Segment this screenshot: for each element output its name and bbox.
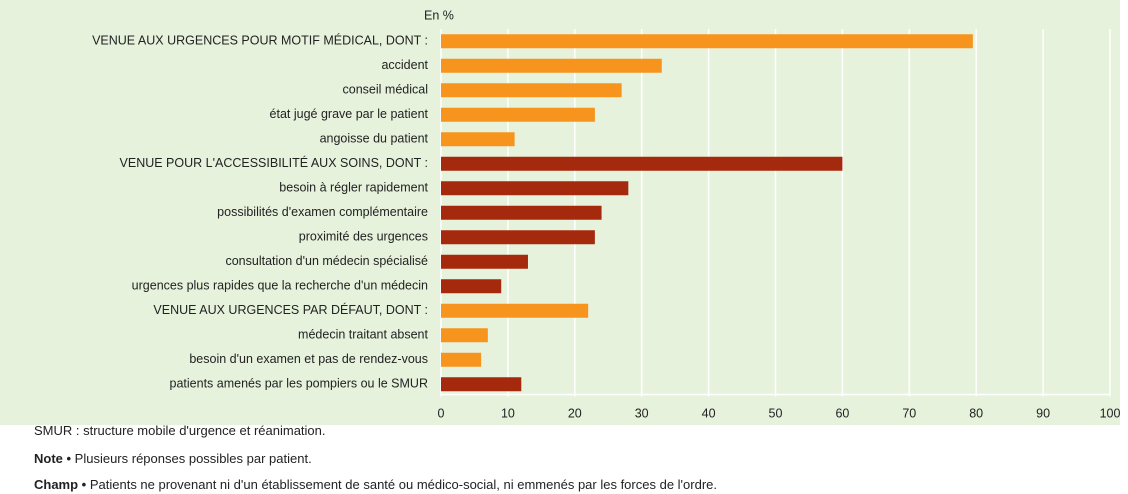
y-tick-label: patients amenés par les pompiers ou le S… (170, 377, 428, 391)
x-tick-label: 30 (635, 406, 649, 420)
x-tick-label: 100 (1100, 406, 1121, 420)
bar (441, 303, 589, 318)
y-tick-label: accident (381, 58, 428, 72)
note: Champ • Patients ne provenant ni d'un ét… (34, 477, 717, 492)
y-tick-label: urgences plus rapides que la recherche d… (132, 279, 428, 293)
note: SMUR : structure mobile d'urgence et réa… (34, 423, 326, 438)
bar (441, 107, 595, 122)
note-text: SMUR : structure mobile d'urgence et réa… (34, 423, 326, 438)
y-tick-label: VENUE AUX URGENCES PAR DÉFAUT, DONT : (153, 302, 428, 317)
bar (441, 58, 662, 73)
unit-label: En % (424, 8, 454, 22)
x-tick-label: 80 (969, 406, 983, 420)
bar (441, 181, 629, 196)
bar (441, 230, 595, 245)
note-label: Champ • (34, 477, 87, 492)
y-tick-label: besoin à régler rapidement (279, 181, 428, 195)
x-tick-label: 60 (835, 406, 849, 420)
bar (441, 279, 502, 294)
bar (441, 132, 515, 147)
note-text: Plusieurs réponses possibles par patient… (71, 451, 312, 466)
bar (441, 352, 482, 367)
y-tick-label: proximité des urgences (299, 230, 428, 244)
y-tick-label: possibilités d'examen complémentaire (217, 205, 428, 219)
y-tick-label: conseil médical (343, 83, 428, 97)
x-tick-label: 50 (769, 406, 783, 420)
y-tick-label: angoisse du patient (320, 132, 429, 146)
x-tick-label: 0 (438, 406, 445, 420)
x-tick-label: 40 (702, 406, 716, 420)
note-text: Patients ne provenant ni d'un établissem… (86, 477, 717, 492)
bar (441, 83, 622, 98)
bar (441, 254, 528, 269)
note-label: Note • (34, 451, 72, 466)
bar (441, 377, 522, 392)
bar (441, 156, 843, 171)
x-tick-label: 20 (568, 406, 582, 420)
x-tick-label: 90 (1036, 406, 1050, 420)
note: Note • Plusieurs réponses possibles par … (34, 451, 312, 466)
y-tick-label: VENUE POUR L'ACCESSIBILITÉ AUX SOINS, DO… (120, 155, 428, 170)
y-tick-label: état jugé grave par le patient (270, 107, 429, 121)
x-tick-label: 10 (501, 406, 515, 420)
y-tick-label: besoin d'un examen et pas de rendez-vous (189, 352, 428, 366)
bar (441, 205, 602, 220)
y-tick-label: VENUE AUX URGENCES POUR MOTIF MÉDICAL, D… (92, 33, 428, 48)
y-tick-label: consultation d'un médecin spécialisé (225, 254, 428, 268)
y-tick-label: médecin traitant absent (298, 328, 428, 342)
bar (441, 34, 973, 49)
bar (441, 328, 488, 343)
x-tick-label: 70 (902, 406, 916, 420)
